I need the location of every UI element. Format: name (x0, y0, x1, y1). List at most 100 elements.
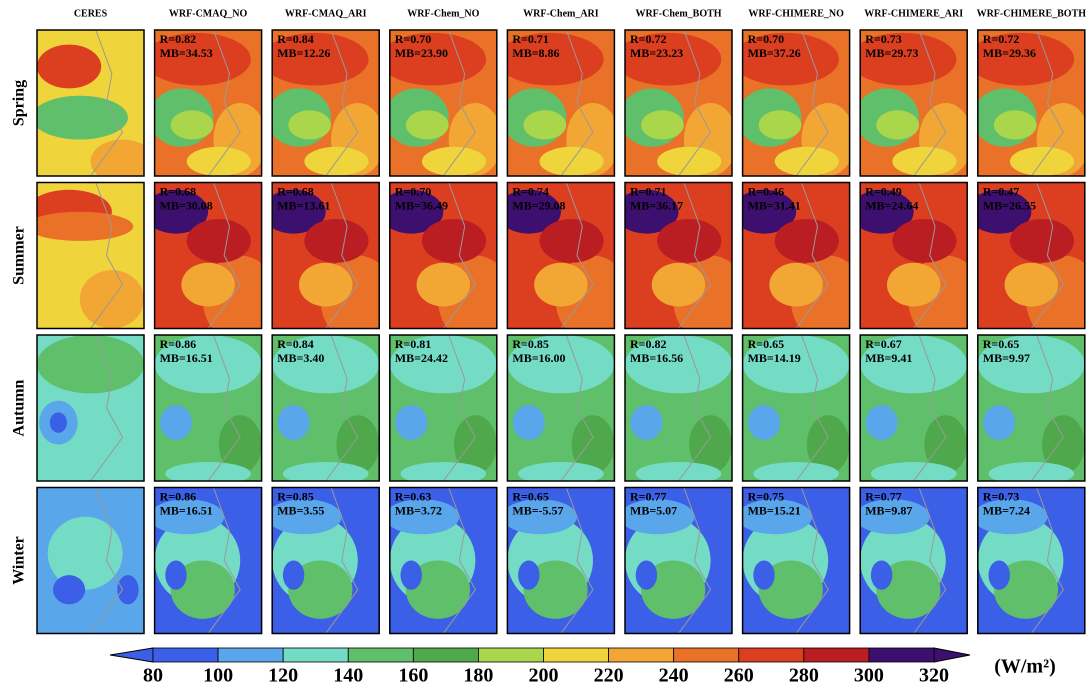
r-value: R=0.86 (160, 489, 197, 503)
map-region (32, 96, 128, 140)
map-panel: R=0.70MB=23.90 (379, 30, 502, 176)
r-value: R=0.68 (277, 184, 314, 198)
map-region (181, 263, 235, 307)
map-panel: R=0.49MB=24.64 (850, 183, 984, 344)
map-region (876, 110, 919, 139)
mb-value: MB=13.61 (277, 198, 330, 212)
map-region (994, 110, 1037, 139)
map-panel: R=0.71MB=8.86 (497, 30, 620, 176)
map-region (775, 219, 839, 263)
map-region (759, 110, 802, 139)
map-region (523, 110, 566, 139)
map-panel: R=0.73MB=29.73 (850, 30, 973, 176)
r-value: R=0.49 (865, 184, 902, 198)
colorbar-tick-label: 300 (854, 665, 884, 687)
mb-value: MB=12.26 (277, 46, 330, 60)
r-value: R=0.74 (512, 184, 549, 198)
map-region (989, 462, 1075, 485)
mb-value: MB=16.56 (630, 351, 683, 365)
column-title: WRF-CMAQ_NO (169, 8, 248, 19)
map-region (641, 110, 684, 139)
colorbar-segment (283, 648, 348, 662)
map-panel: R=0.72MB=29.36 (967, 30, 1090, 176)
mb-value: MB=30.08 (160, 198, 213, 212)
r-value: R=0.86 (160, 337, 197, 351)
map-region (983, 405, 1015, 440)
map-panel: R=0.85MB=3.55 (267, 488, 379, 634)
map-region (417, 263, 471, 307)
map-panel: R=0.75MB=15.21 (737, 488, 849, 634)
r-value: R=0.70 (748, 32, 785, 46)
colorbar-tick-label: 220 (594, 665, 624, 687)
map-region (871, 462, 957, 485)
r-value: R=0.81 (395, 337, 432, 351)
map-panel: R=0.70MB=37.26 (732, 30, 855, 176)
map-panel: R=0.84MB=3.40 (272, 335, 379, 485)
r-value: R=0.68 (160, 184, 197, 198)
r-value: R=0.77 (630, 489, 667, 503)
r-value: R=0.72 (983, 32, 1020, 46)
mb-value: MB=9.87 (865, 503, 912, 517)
r-value: R=0.47 (983, 184, 1020, 198)
colorbar-tick-label: 160 (398, 665, 428, 687)
map-region (753, 462, 839, 485)
map-panel (32, 30, 155, 183)
map-region (53, 575, 85, 604)
map-region (887, 263, 941, 307)
map-panel: R=0.73MB=7.24 (972, 488, 1084, 634)
r-value: R=0.75 (748, 489, 785, 503)
map-region (117, 575, 138, 604)
r-value: R=0.46 (748, 184, 785, 198)
r-value: R=0.77 (865, 489, 902, 503)
map-panel: R=0.86MB=16.51 (149, 488, 261, 634)
map-region (1010, 219, 1074, 263)
r-value: R=0.82 (630, 337, 667, 351)
map-region (892, 219, 956, 263)
map-region (395, 405, 427, 440)
mb-value: MB=23.90 (395, 46, 448, 60)
map-region (50, 412, 67, 432)
row-label: Summer (11, 226, 28, 285)
mb-value: MB=29.08 (512, 198, 565, 212)
mb-value: MB=15.21 (748, 503, 801, 517)
map-panel: R=0.68MB=30.08 (144, 183, 278, 344)
colorbar-tick-label: 280 (789, 665, 819, 687)
map-region (406, 110, 449, 139)
column-title: CERES (74, 8, 108, 19)
map-region (540, 219, 604, 263)
row-label: Winter (11, 536, 28, 585)
colorbar-tick-label: 180 (463, 665, 493, 687)
r-value: R=0.70 (395, 32, 432, 46)
r-value: R=0.85 (512, 337, 549, 351)
colorbar-segment (478, 648, 543, 662)
r-value: R=0.73 (865, 32, 902, 46)
mb-value: MB=36.17 (630, 198, 683, 212)
map-panel: R=0.65MB=14.19 (743, 335, 850, 485)
colorbar-segment (869, 648, 934, 662)
map-region (26, 212, 133, 241)
map-region (748, 405, 780, 440)
map-panel: R=0.72MB=23.23 (614, 30, 737, 176)
column-title: WRF-CHIMERE_ARI (864, 8, 963, 19)
colorbar-segment (804, 648, 869, 662)
mb-value: MB=16.51 (160, 351, 213, 365)
colorbar-extend-high (934, 648, 970, 662)
colorbar-tick-label: 80 (143, 665, 163, 687)
r-value: R=0.84 (277, 337, 314, 351)
r-value: R=0.63 (395, 489, 432, 503)
mb-value: MB=8.86 (512, 46, 559, 60)
map-region (534, 263, 588, 307)
figure: CERESWRF-CMAQ_NOWRF-CMAQ_ARIWRF-Chem_NOW… (0, 0, 1090, 687)
mb-value: MB=31.41 (748, 198, 801, 212)
column-title: WRF-Chem_BOTH (635, 8, 721, 19)
mb-value: MB=37.26 (748, 46, 801, 60)
mb-value: MB=24.64 (865, 198, 918, 212)
r-value: R=0.65 (983, 337, 1020, 351)
map-region (989, 561, 1010, 590)
mb-value: MB=23.23 (630, 46, 683, 60)
